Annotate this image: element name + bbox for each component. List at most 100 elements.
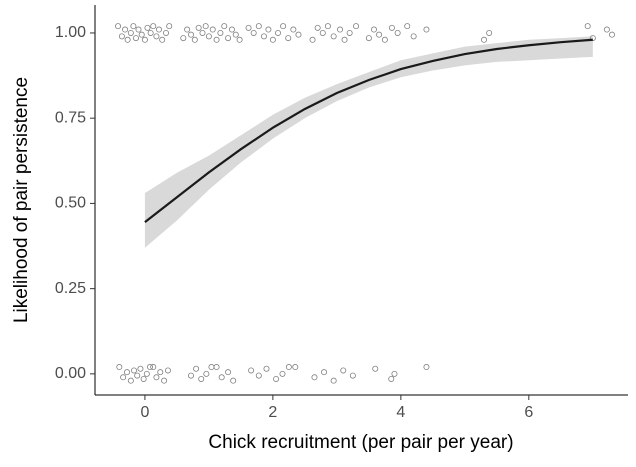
data-point [309,36,316,43]
data-point [230,377,237,384]
data-point [134,372,141,379]
data-point [273,375,280,382]
data-point [340,367,347,374]
data-point [603,26,610,33]
data-point [330,33,337,40]
data-point [132,35,139,42]
y-tick-label: 0.25 [55,280,86,297]
data-point [153,374,160,381]
data-point [410,33,417,40]
data-point [138,31,145,38]
data-point [147,29,154,36]
data-point [353,23,360,30]
data-point [285,35,292,42]
data-point [153,33,160,40]
data-point [263,365,270,372]
data-point [381,36,388,43]
x-tick-label: 4 [396,404,405,421]
data-point [260,33,267,40]
data-point [250,29,257,36]
data-point [232,31,239,38]
x-tick-label: 0 [140,404,149,421]
data-point [255,23,262,30]
data-point [314,24,321,31]
y-tick-label: 0.00 [55,365,86,382]
data-point [191,36,198,43]
data-point [213,36,220,43]
data-point [161,377,168,384]
data-point [115,23,122,30]
confidence-band [144,36,593,248]
data-point [120,374,127,381]
data-point [279,370,286,377]
data-point [208,364,215,371]
data-point [330,377,337,384]
data-point [346,29,353,36]
data-point [150,23,157,30]
data-point [609,31,616,38]
data-point [124,36,131,43]
data-point [370,26,377,33]
data-point [388,24,395,31]
data-point [280,23,287,30]
data-point [141,36,148,43]
data-point [269,36,276,43]
data-point [144,24,151,31]
data-point [187,372,194,379]
data-point [404,23,411,30]
data-point [423,364,430,371]
data-point [163,29,170,36]
y-tick-label: 1.00 [55,24,86,41]
data-point [255,372,262,379]
data-point [118,33,125,40]
data-point [295,31,302,38]
data-point [376,31,383,38]
data-point [274,29,281,36]
x-tick-label: 6 [524,404,533,421]
x-axis-title: Chick recruitment (per pair per year) [208,432,513,453]
data-point [122,26,129,33]
data-point [372,365,379,372]
data-point [205,33,212,40]
data-point [217,29,224,36]
y-tick-label: 0.75 [55,109,86,126]
data-point [116,364,123,371]
data-point [150,364,157,371]
data-point [131,367,138,374]
data-point [324,23,331,30]
data-point [140,375,147,382]
data-point [218,374,225,381]
data-point [202,23,209,30]
data-point [311,374,318,381]
data-point [245,24,252,31]
data-point [321,369,328,376]
data-point [130,23,137,30]
data-point [147,364,154,371]
data-point [341,36,348,43]
data-point [349,372,356,379]
data-point [143,370,150,377]
data-point [265,26,272,33]
fit-line [144,38,593,224]
data-point [184,26,191,33]
data-point [159,36,166,43]
data-point [193,365,200,372]
data-point [195,24,202,31]
data-point [391,370,398,377]
data-point [236,36,243,43]
data-point [199,29,206,36]
data-point [127,377,134,384]
data-point [225,369,232,376]
data-point [123,369,130,376]
x-tick-label: 2 [268,404,277,421]
data-point [164,367,171,374]
data-point [423,26,430,33]
data-point [187,31,194,38]
data-point [388,375,395,382]
data-point [486,29,493,36]
data-point [394,29,401,36]
data-point [337,26,344,33]
data-point [213,364,220,371]
data-point [157,369,164,376]
